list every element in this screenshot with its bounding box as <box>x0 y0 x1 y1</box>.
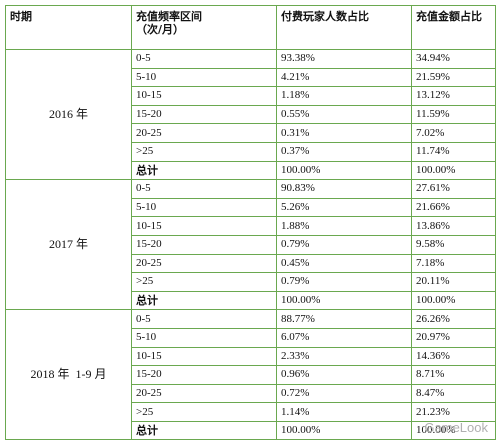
table-cell: 9.58% <box>411 234 496 255</box>
table-cell: 93.38% <box>276 49 412 69</box>
table-cell: 7.18% <box>411 253 496 274</box>
header-row: 时期 充值频率区间 （次/月） 付费玩家人数占比 充值金额占比 <box>5 5 496 50</box>
table-cell: 34.94% <box>411 49 496 69</box>
table-cell: 100.00% <box>276 290 412 311</box>
table-cell: 0.72% <box>276 383 412 404</box>
table-cell: 20.97% <box>411 327 496 348</box>
table-cell: 100.00% <box>411 160 496 181</box>
table-cell: 5-10 <box>131 327 277 348</box>
period-cell: 2017 年 <box>5 179 132 311</box>
table-cell: 10-15 <box>131 216 277 236</box>
header-line: （次/月） <box>136 23 185 36</box>
table-row: 20-25 0.45% 7.18% <box>6 253 496 274</box>
table-row: 5-10 5.26% 21.66% <box>6 197 496 218</box>
table-cell: 8.47% <box>411 383 496 404</box>
table-cell: 总计 <box>131 160 277 181</box>
table-cell: 0-5 <box>131 309 277 329</box>
table-cell: 1.18% <box>276 86 412 106</box>
table-cell: 0.79% <box>276 272 412 292</box>
table-cell: 0.96% <box>276 365 412 385</box>
table-cell: 1.14% <box>276 402 412 422</box>
table-row: 10-15 1.18% 13.12% <box>6 86 496 106</box>
table-row: >25 0.37% 11.74% <box>6 141 496 162</box>
header-cell: 时期 <box>5 5 132 50</box>
table-row: 10-15 2.33% 14.36% <box>6 346 496 367</box>
table-cell: 90.83% <box>276 179 412 199</box>
table-cell: 21.23% <box>411 402 496 422</box>
table-row: 总计 100.00% 100.00% <box>6 290 496 311</box>
period-cell: 2018 年 1-9 月 <box>5 309 132 441</box>
table-cell: 15-20 <box>131 104 277 125</box>
table-cell: 6.07% <box>276 327 412 348</box>
table-row: 10-15 1.88% 13.86% <box>6 216 496 236</box>
table-row: 15-20 0.96% 8.71% <box>6 365 496 385</box>
table-row: 15-20 0.79% 9.58% <box>6 234 496 255</box>
table-cell: 0.31% <box>276 123 412 143</box>
header-line: 充值频率区间 <box>136 10 202 23</box>
table-body: 时期 充值频率区间 （次/月） 付费玩家人数占比 充值金额占比 2016 年 0-5… <box>5 5 496 441</box>
table-cell: 20-25 <box>131 383 277 404</box>
table-cell: 7.02% <box>411 123 496 143</box>
table-row: 2016 年 0-5 93.38% 34.94% <box>5 48 496 181</box>
table-cell: 总计 <box>131 290 277 311</box>
table-cell: 15-20 <box>131 365 277 385</box>
table-cell: 0-5 <box>131 49 277 69</box>
watermark: GameLook <box>424 420 488 435</box>
table-row: 20-25 0.72% 8.47% <box>6 383 496 404</box>
table-cell: 20-25 <box>131 123 277 143</box>
table-row: 2017 年 0-5 90.83% 27.61% <box>5 179 496 311</box>
table-row: 20-25 0.31% 7.02% <box>6 123 496 143</box>
table-row: >25 0.79% 20.11% <box>6 272 496 292</box>
table-cell: 总计 <box>131 420 277 441</box>
table-cell: 4.21% <box>276 67 412 88</box>
table-cell: >25 <box>131 402 277 422</box>
table-cell: 14.36% <box>411 346 496 367</box>
table-cell: 15-20 <box>131 234 277 255</box>
table-cell: 10-15 <box>131 346 277 367</box>
table-cell: 0.37% <box>276 141 412 162</box>
table-row: 5-10 6.07% 20.97% <box>6 327 496 348</box>
table-cell: 13.86% <box>411 216 496 236</box>
table-cell: >25 <box>131 272 277 292</box>
table-cell: 0.79% <box>276 234 412 255</box>
table-cell: 8.71% <box>411 365 496 385</box>
table-cell: 20.11% <box>411 272 496 292</box>
table-cell: 21.66% <box>411 197 496 218</box>
table-row: 总计 100.00% 100.00% <box>6 420 496 441</box>
table-cell: 20-25 <box>131 253 277 274</box>
period-cell: 2016 年 <box>5 48 132 181</box>
table-cell: 26.26% <box>411 309 496 329</box>
table-cell: 5-10 <box>131 67 277 88</box>
header-cell: 充值频率区间 （次/月） <box>131 5 277 50</box>
table-cell: 100.00% <box>411 290 496 311</box>
table-cell: >25 <box>131 141 277 162</box>
table-cell: 21.59% <box>411 67 496 88</box>
table-cell: 0.45% <box>276 253 412 274</box>
table-cell: 88.77% <box>276 309 412 329</box>
table-cell: 10-15 <box>131 86 277 106</box>
table-cell: 1.88% <box>276 216 412 236</box>
table-cell: 11.74% <box>411 141 496 162</box>
header-cell: 充值金额占比 <box>411 5 496 50</box>
table-cell: 0-5 <box>131 179 277 199</box>
table-cell: 5.26% <box>276 197 412 218</box>
table-cell: 0.55% <box>276 104 412 125</box>
table-cell: 2.33% <box>276 346 412 367</box>
header-cell: 付费玩家人数占比 <box>276 5 412 50</box>
data-table: 时期 充值频率区间 （次/月） 付费玩家人数占比 充值金额占比 2016 年 0-5… <box>5 5 496 441</box>
table-cell: 100.00% <box>411 420 496 441</box>
table-cell: 27.61% <box>411 179 496 199</box>
table-row: >25 1.14% 21.23% <box>6 402 496 422</box>
table-cell: 11.59% <box>411 104 496 125</box>
table-cell: 13.12% <box>411 86 496 106</box>
table-cell: 100.00% <box>276 420 412 441</box>
table-cell: 100.00% <box>276 160 412 181</box>
table-row: 2018 年 1-9 月 0-5 88.77% 26.26% <box>5 309 496 441</box>
table-row: 总计 100.00% 100.00% <box>6 160 496 181</box>
table-cell: 5-10 <box>131 197 277 218</box>
